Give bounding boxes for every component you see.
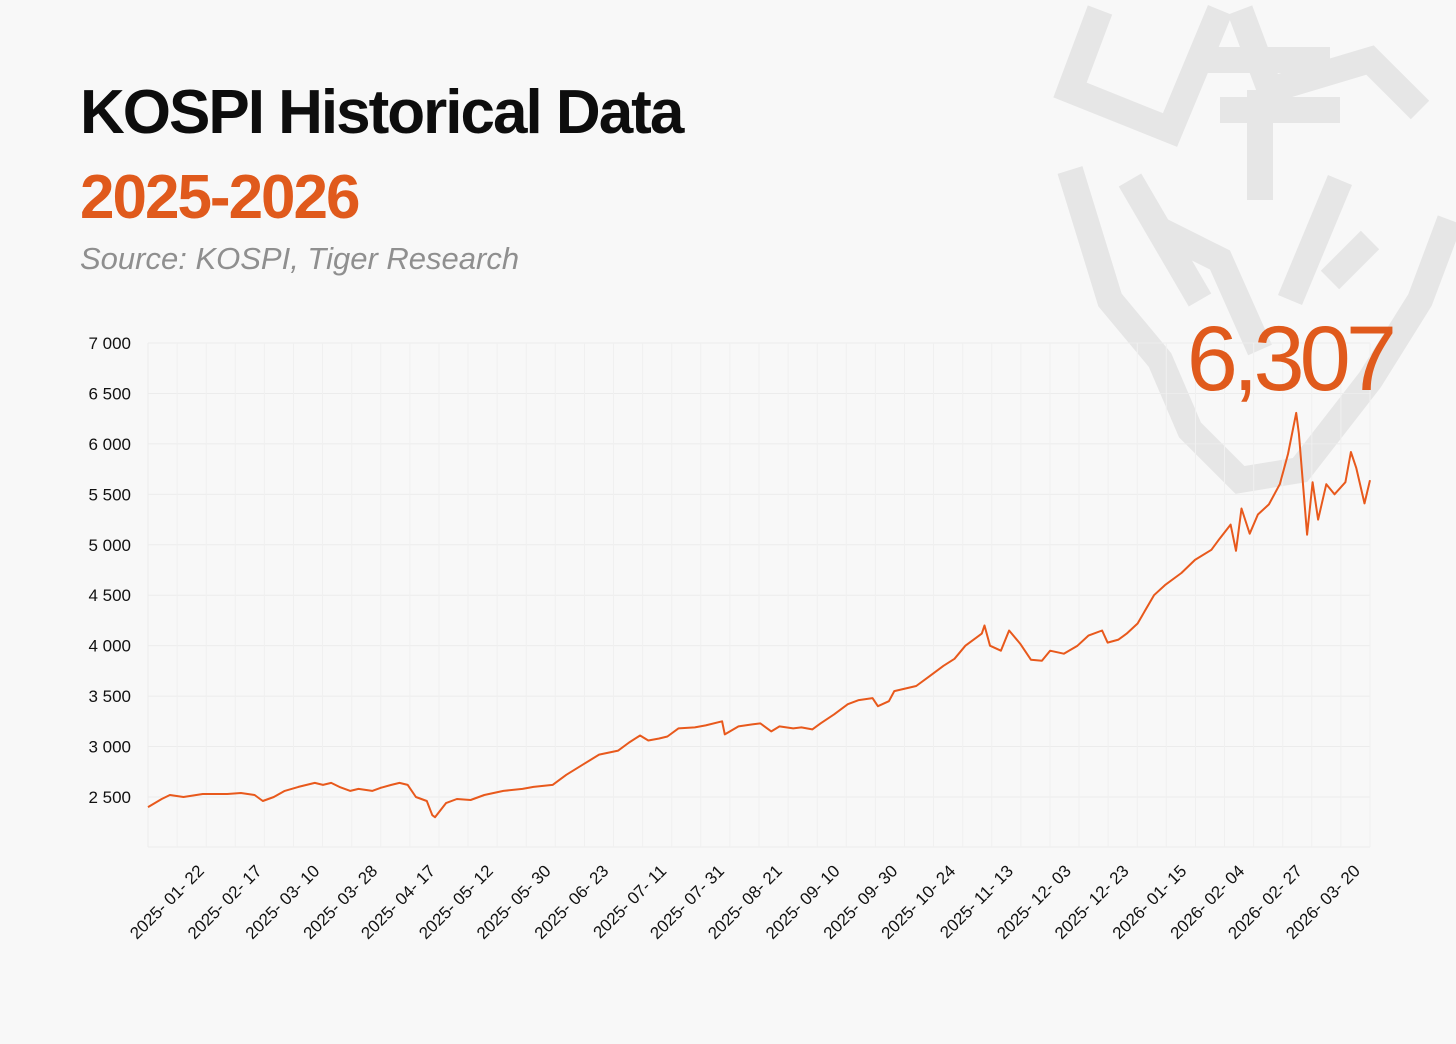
y-tick-label: 5 500 bbox=[88, 485, 131, 504]
y-tick-label: 5 000 bbox=[88, 536, 131, 555]
y-tick-label: 7 000 bbox=[88, 334, 131, 353]
chart-title: KOSPI Historical Data bbox=[80, 78, 684, 147]
y-tick-label: 4 000 bbox=[88, 637, 131, 656]
source-note: Source: KOSPI, Tiger Research bbox=[80, 241, 520, 276]
y-tick-label: 2 500 bbox=[88, 788, 131, 807]
y-tick-label: 4 500 bbox=[88, 586, 131, 605]
chart-subtitle: 2025-2026 bbox=[80, 163, 360, 232]
grid-lines bbox=[147, 342, 1371, 848]
kospi-series-line bbox=[147, 411, 1371, 819]
y-tick-label: 6 000 bbox=[88, 435, 131, 454]
y-tick-label: 3 000 bbox=[88, 738, 131, 757]
peak-value-callout: 6,307 bbox=[1187, 308, 1393, 410]
y-axis: 2 500 3 000 3 500 4 000 4 500 5 000 5 500 6 000… bbox=[88, 334, 131, 807]
tiger-logo-icon bbox=[1053, 5, 1456, 494]
y-tick-label: 3 500 bbox=[88, 687, 131, 706]
y-tick-label: 6 500 bbox=[88, 384, 131, 403]
